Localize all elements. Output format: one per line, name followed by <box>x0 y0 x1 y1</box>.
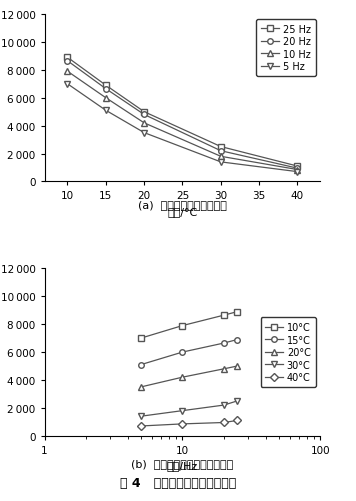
5 Hz <box>66 82 70 88</box>
20 Hz <box>66 59 70 65</box>
20 Hz <box>295 166 299 172</box>
10°C <box>235 309 240 315</box>
Line: 40°C: 40°C <box>138 418 240 429</box>
20°C <box>180 374 185 380</box>
X-axis label: 频率/Hz: 频率/Hz <box>167 460 198 470</box>
5 Hz <box>142 130 146 136</box>
Line: 20°C: 20°C <box>138 364 240 390</box>
10°C <box>139 336 143 342</box>
Line: 15°C: 15°C <box>138 337 240 368</box>
Title: (a)  动态模量随温度的变化: (a) 动态模量随温度的变化 <box>138 199 227 209</box>
20°C <box>139 384 143 390</box>
25 Hz <box>295 164 299 170</box>
30°C <box>139 413 143 419</box>
20 Hz <box>104 87 108 93</box>
15°C <box>180 349 185 355</box>
25 Hz <box>66 55 70 61</box>
Line: 10°C: 10°C <box>138 309 240 341</box>
10 Hz <box>142 121 146 127</box>
Legend: 25 Hz, 20 Hz, 10 Hz, 5 Hz: 25 Hz, 20 Hz, 10 Hz, 5 Hz <box>256 20 315 77</box>
10°C <box>180 323 185 329</box>
25 Hz <box>219 144 223 150</box>
10 Hz <box>219 154 223 160</box>
15°C <box>139 362 143 368</box>
30°C <box>235 398 240 404</box>
5 Hz <box>104 108 108 114</box>
25 Hz <box>104 83 108 89</box>
30°C <box>180 408 185 414</box>
5 Hz <box>219 159 223 165</box>
X-axis label: 温度/°C: 温度/°C <box>167 206 198 216</box>
10 Hz <box>104 96 108 102</box>
Line: 20 Hz: 20 Hz <box>65 59 300 171</box>
Text: 图 4   梯形梁两点弯拉动态模量: 图 4 梯形梁两点弯拉动态模量 <box>120 476 236 489</box>
20 Hz <box>142 112 146 118</box>
Legend: 10°C, 15°C, 20°C, 30°C, 40°C: 10°C, 15°C, 20°C, 30°C, 40°C <box>261 318 315 387</box>
25 Hz <box>142 109 146 115</box>
Line: 25 Hz: 25 Hz <box>65 56 300 169</box>
20°C <box>235 363 240 369</box>
40°C <box>139 423 143 429</box>
Line: 30°C: 30°C <box>138 398 240 419</box>
30°C <box>222 402 226 408</box>
Line: 5 Hz: 5 Hz <box>65 82 300 175</box>
10°C <box>222 313 226 319</box>
20 Hz <box>219 148 223 154</box>
Title: (b)  动态模量随荷载频率的变化: (b) 动态模量随荷载频率的变化 <box>131 458 234 468</box>
40°C <box>180 421 185 427</box>
15°C <box>222 340 226 346</box>
20°C <box>222 366 226 372</box>
10 Hz <box>66 69 70 75</box>
Line: 10 Hz: 10 Hz <box>65 69 300 173</box>
40°C <box>235 417 240 423</box>
5 Hz <box>295 169 299 175</box>
15°C <box>235 337 240 343</box>
40°C <box>222 420 226 426</box>
10 Hz <box>295 167 299 173</box>
